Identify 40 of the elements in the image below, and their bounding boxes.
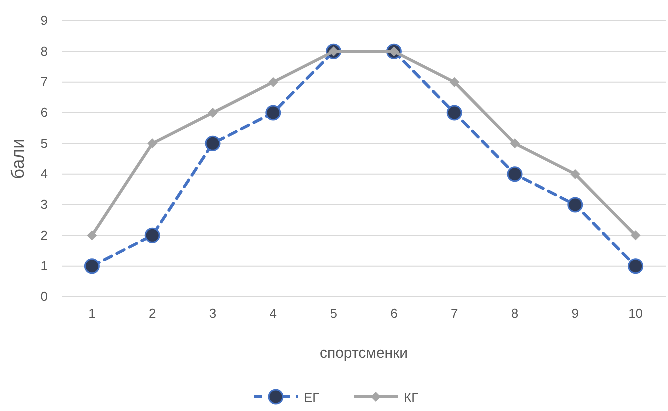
x-tick-label: 4 (270, 306, 278, 322)
y-tick-label: 1 (40, 258, 48, 274)
y-tick-label: 7 (40, 74, 48, 90)
point (268, 77, 278, 88)
x-tick-label: 2 (148, 306, 156, 322)
point (446, 105, 462, 121)
point (630, 230, 641, 241)
point (507, 166, 523, 182)
y-tick-label: 8 (40, 44, 48, 59)
point (570, 169, 580, 180)
x-tick-label: 3 (209, 306, 217, 322)
legend-label: КГ (404, 390, 419, 405)
y-tick-label: 3 (40, 197, 48, 212)
x-tick-label: 9 (572, 306, 580, 322)
point (148, 138, 158, 149)
y-tick-label: 6 (40, 105, 48, 120)
point (208, 108, 218, 118)
x-tick-label: 1 (88, 306, 96, 322)
x-tick-label: 7 (450, 306, 458, 322)
point (205, 136, 221, 152)
point (510, 138, 520, 149)
y-tick-label: 4 (40, 166, 48, 182)
y-tick-label: 5 (40, 136, 48, 151)
point (144, 228, 160, 244)
x-axis-title: спортсменки (320, 345, 408, 362)
x-tick-label: 5 (330, 306, 338, 322)
x-tick-label: 10 (628, 306, 644, 322)
point (87, 230, 98, 241)
y-tick-label: 2 (40, 228, 48, 243)
x-tick-label: 8 (511, 306, 519, 322)
point (628, 258, 644, 274)
legend-label: ЕГ (304, 390, 320, 405)
y-tick-label: 0 (40, 289, 48, 304)
point (450, 77, 460, 88)
point (266, 105, 282, 121)
x-tick-label: 6 (390, 306, 398, 322)
y-tick-label: 9 (40, 13, 48, 28)
y-axis-title: бали (8, 138, 28, 180)
point (568, 197, 584, 213)
point (84, 258, 100, 274)
